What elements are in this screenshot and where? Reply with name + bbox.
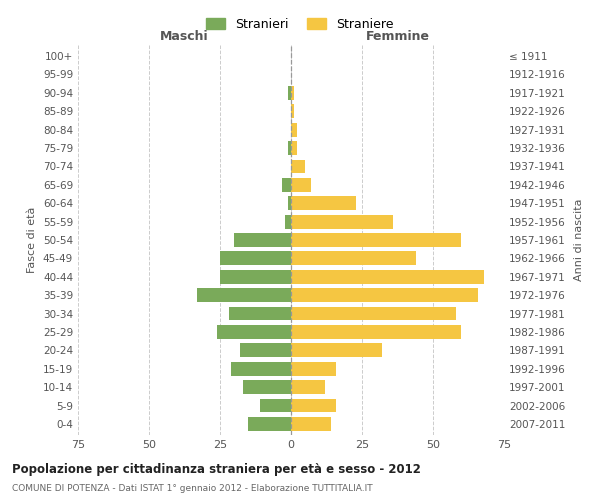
Bar	[197, 288, 291, 302]
Legend: Stranieri, Straniere: Stranieri, Straniere	[203, 14, 397, 34]
Bar	[220, 270, 291, 283]
Bar	[291, 270, 484, 283]
Bar	[234, 233, 291, 247]
Bar	[291, 362, 337, 376]
Bar	[291, 380, 325, 394]
Bar	[248, 417, 291, 431]
Bar	[291, 196, 356, 210]
Bar	[291, 178, 311, 192]
Bar	[291, 160, 305, 173]
Bar	[283, 178, 291, 192]
Text: Maschi: Maschi	[160, 30, 209, 43]
Bar	[291, 325, 461, 339]
Bar	[291, 122, 296, 136]
Bar	[291, 86, 294, 100]
Y-axis label: Anni di nascita: Anni di nascita	[574, 198, 584, 281]
Bar	[291, 141, 296, 155]
Text: COMUNE DI POTENZA - Dati ISTAT 1° gennaio 2012 - Elaborazione TUTTITALIA.IT: COMUNE DI POTENZA - Dati ISTAT 1° gennai…	[12, 484, 373, 493]
Text: Popolazione per cittadinanza straniera per età e sesso - 2012: Popolazione per cittadinanza straniera p…	[12, 462, 421, 475]
Y-axis label: Fasce di età: Fasce di età	[28, 207, 37, 273]
Bar	[243, 380, 291, 394]
Bar	[220, 252, 291, 266]
Bar	[288, 141, 291, 155]
Bar	[291, 398, 337, 412]
Bar	[286, 214, 291, 228]
Bar	[288, 86, 291, 100]
Bar	[240, 344, 291, 357]
Bar	[291, 306, 456, 320]
Bar	[291, 344, 382, 357]
Bar	[232, 362, 291, 376]
Bar	[229, 306, 291, 320]
Text: Femmine: Femmine	[365, 30, 430, 43]
Bar	[291, 214, 393, 228]
Bar	[291, 417, 331, 431]
Bar	[217, 325, 291, 339]
Bar	[260, 398, 291, 412]
Bar	[291, 233, 461, 247]
Bar	[291, 252, 416, 266]
Bar	[291, 104, 294, 118]
Bar	[291, 288, 478, 302]
Bar	[288, 196, 291, 210]
